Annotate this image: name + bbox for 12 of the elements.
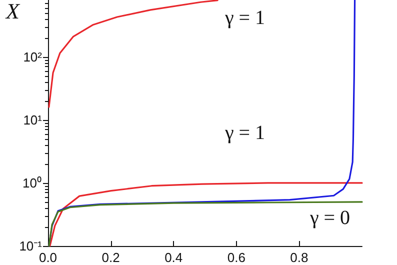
y-tick-label: 10¹	[23, 112, 43, 128]
line-series	[48, 0, 218, 108]
x-tick-label: 0.6	[227, 250, 246, 265]
annotation: γ = 0	[308, 207, 350, 229]
x-tick-label: 0.8	[290, 250, 308, 265]
y-axis-title: X	[5, 0, 21, 24]
y-tick-label: 10²	[23, 49, 43, 64]
annotation: γ = 1	[224, 122, 266, 144]
annotation: γ = 1	[224, 7, 266, 29]
x-tick-label: 0.2	[102, 250, 120, 265]
x-tick-label: 0.4	[164, 250, 183, 265]
y-tick-label: 10⁰	[22, 175, 42, 190]
